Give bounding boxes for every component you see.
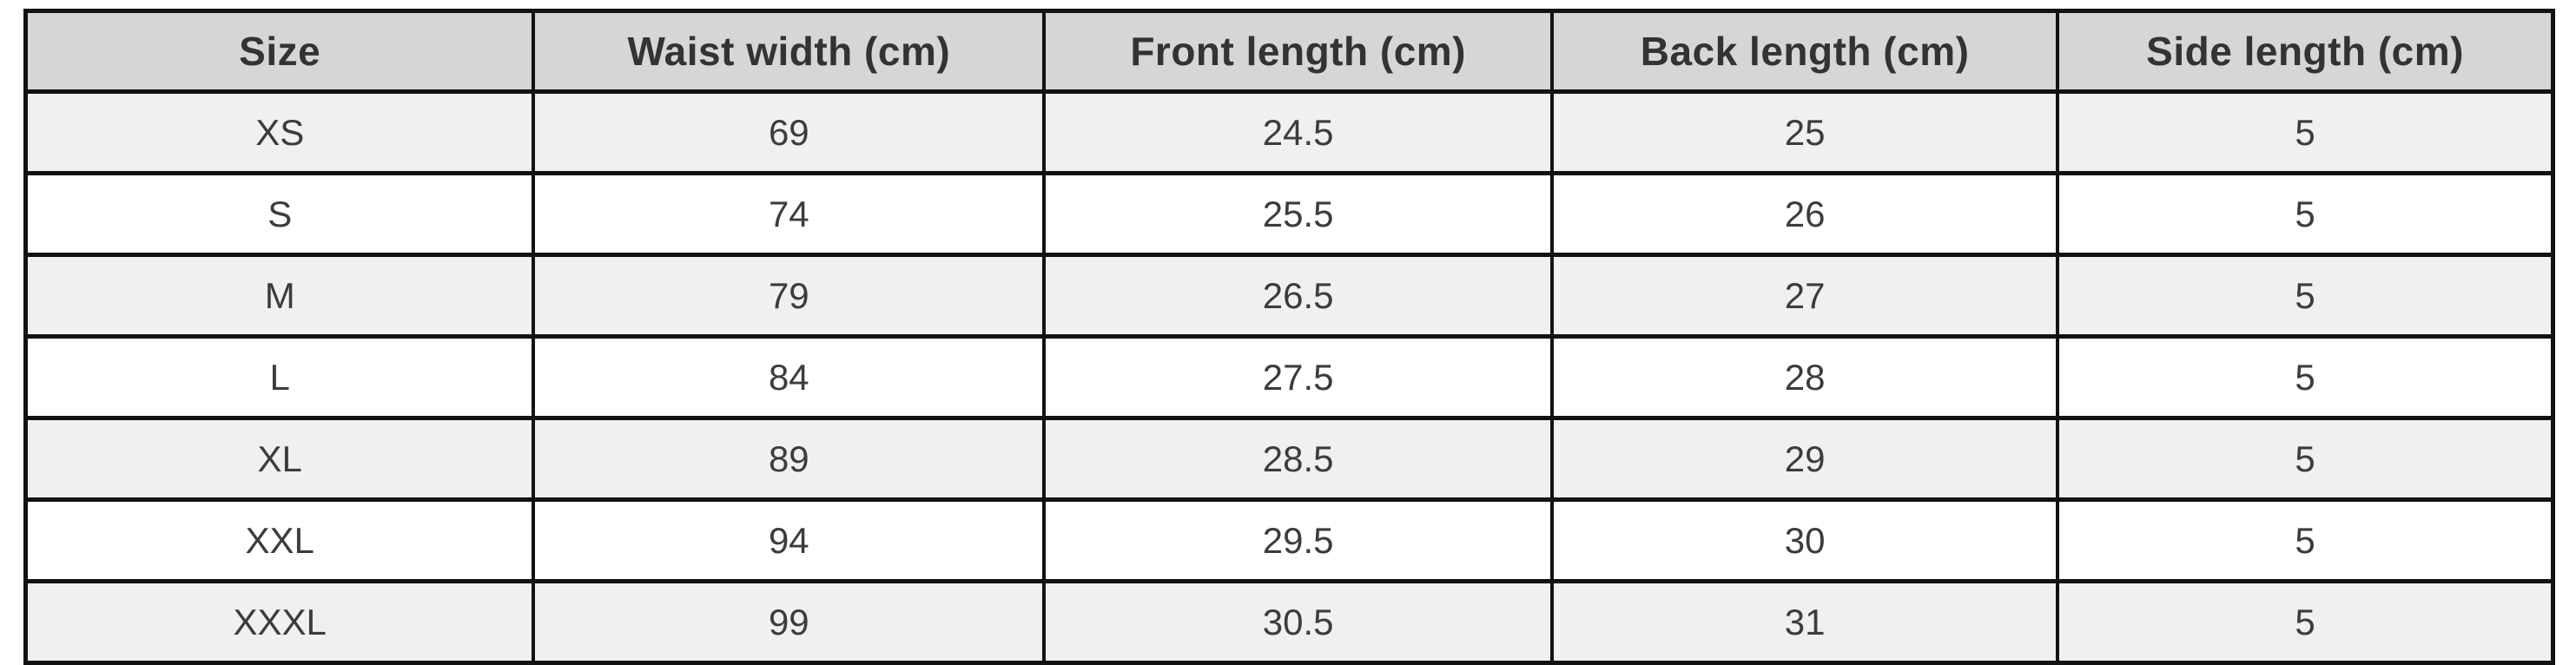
cell-back-length: 27: [1550, 253, 2060, 339]
cell-side-length: 5: [2056, 334, 2555, 420]
cell-front-length: 29.5: [1042, 497, 1555, 583]
cell-front-length: 30.5: [1042, 579, 1555, 665]
cell-size: XXL: [23, 497, 536, 583]
cell-waist-width: 94: [532, 497, 1047, 583]
cell-back-length: 31: [1550, 579, 2060, 665]
table-row-l: L 84 27.5 28 5: [23, 334, 2555, 420]
cell-front-length: 26.5: [1042, 253, 1555, 339]
cell-side-length: 5: [2056, 253, 2555, 339]
size-chart-table: Size Waist width (cm) Front length (cm) …: [23, 9, 2555, 665]
cell-side-length: 5: [2056, 497, 2555, 583]
header-row: Size Waist width (cm) Front length (cm) …: [23, 9, 2555, 94]
header-cell-size: Size: [23, 9, 536, 94]
cell-waist-width: 79: [532, 253, 1047, 339]
cell-front-length: 28.5: [1042, 416, 1555, 502]
cell-back-length: 28: [1550, 334, 2060, 420]
cell-size: XS: [23, 89, 536, 175]
table-row-xxl: XXL 94 29.5 30 5: [23, 497, 2555, 583]
table-row-xl: XL 89 28.5 29 5: [23, 416, 2555, 502]
table-row-s: S 74 25.5 26 5: [23, 171, 2555, 257]
header-cell-waist-width: Waist width (cm): [532, 9, 1047, 94]
table-row-xs: XS 69 24.5 25 5: [23, 89, 2555, 175]
cell-front-length: 24.5: [1042, 89, 1555, 175]
cell-side-length: 5: [2056, 171, 2555, 257]
cell-size: L: [23, 334, 536, 420]
cell-back-length: 30: [1550, 497, 2060, 583]
header-cell-front-length: Front length (cm): [1042, 9, 1555, 94]
cell-size: XXXL: [23, 579, 536, 665]
cell-waist-width: 84: [532, 334, 1047, 420]
table-row-xxxl: XXXL 99 30.5 31 5: [23, 579, 2555, 665]
header-cell-side-length: Side length (cm): [2056, 9, 2555, 94]
table-row-m: M 79 26.5 27 5: [23, 253, 2555, 339]
cell-back-length: 26: [1550, 171, 2060, 257]
cell-waist-width: 99: [532, 579, 1047, 665]
cell-waist-width: 74: [532, 171, 1047, 257]
cell-size: XL: [23, 416, 536, 502]
cell-side-length: 5: [2056, 89, 2555, 175]
header-cell-back-length: Back length (cm): [1550, 9, 2060, 94]
cell-side-length: 5: [2056, 579, 2555, 665]
cell-waist-width: 69: [532, 89, 1047, 175]
cell-side-length: 5: [2056, 416, 2555, 502]
cell-back-length: 25: [1550, 89, 2060, 175]
cell-back-length: 29: [1550, 416, 2060, 502]
cell-front-length: 25.5: [1042, 171, 1555, 257]
cell-waist-width: 89: [532, 416, 1047, 502]
cell-size: S: [23, 171, 536, 257]
cell-front-length: 27.5: [1042, 334, 1555, 420]
cell-size: M: [23, 253, 536, 339]
